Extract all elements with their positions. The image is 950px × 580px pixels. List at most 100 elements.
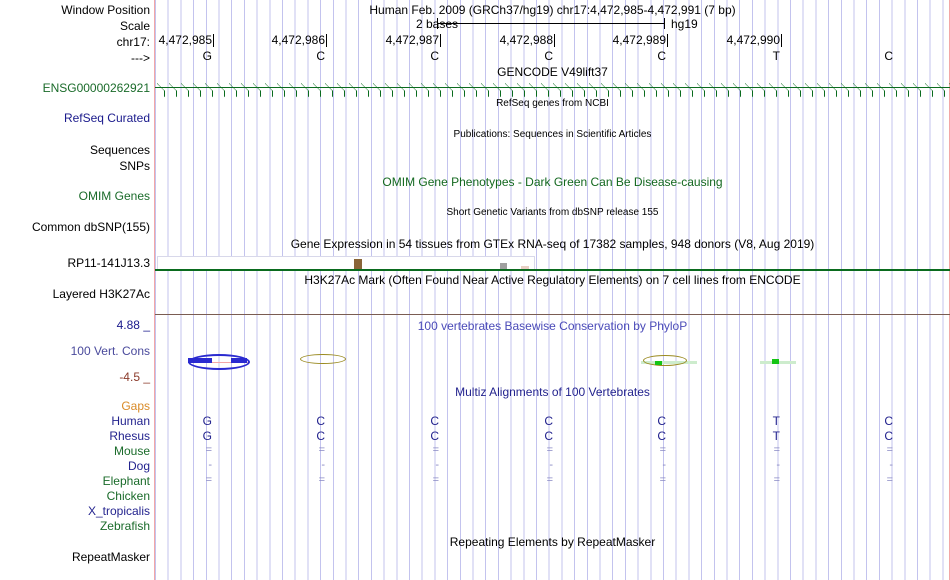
- multiz-glyph-lens[interactable]: [300, 354, 346, 364]
- sidebar-item-sequences[interactable]: Sequences: [89, 143, 150, 157]
- ruler-tick: [213, 34, 214, 47]
- sidebar-item-gaps[interactable]: Gaps: [121, 399, 150, 413]
- reference-base: C: [316, 49, 325, 63]
- multiz-species-base: G: [202, 429, 212, 443]
- label-scale: Scale: [119, 19, 150, 33]
- scale-bar-db-label: hg19: [671, 17, 698, 31]
- multiz-species-base: C: [657, 429, 666, 443]
- sidebar-item-layered-h3k27ac[interactable]: Layered H3K27Ac: [52, 287, 150, 301]
- multiz-glyph-block: [655, 361, 662, 365]
- multiz-species-base: =: [432, 474, 439, 486]
- multiz-species-base: -: [549, 459, 553, 471]
- multiz-species-base: C: [884, 429, 893, 443]
- multiz-species-base: G: [202, 414, 212, 428]
- reference-base: T: [772, 49, 780, 63]
- multiz-species-base: =: [318, 444, 325, 456]
- multiz-species-base: =: [205, 474, 212, 486]
- sidebar-item-species-human[interactable]: Human: [111, 414, 150, 428]
- panel-left-border: [154, 0, 155, 580]
- ruler-coordinate-label: 4,472,989: [612, 33, 666, 47]
- multiz-glyph-lens[interactable]: [643, 355, 687, 366]
- ruler-coordinate-label: 4,472,987: [385, 33, 439, 47]
- h3k27ac-baseline-separator: [155, 314, 950, 315]
- track-title-gtex[interactable]: Gene Expression in 54 tissues from GTEx …: [290, 237, 815, 251]
- scale-row: 2 bases hg19: [155, 18, 950, 32]
- multiz-species-base: -: [776, 459, 780, 471]
- multiz-species-base: C: [544, 429, 553, 443]
- multiz-species-base: -: [435, 459, 439, 471]
- ruler-tick: [326, 34, 327, 47]
- multiz-glyph-block: [772, 359, 779, 364]
- sidebar-item-snps[interactable]: SNPs: [119, 159, 150, 173]
- track-title-publications[interactable]: Publications: Sequences in Scientific Ar…: [453, 129, 652, 140]
- multiz-species-base: =: [773, 444, 780, 456]
- multiz-species-base: C: [884, 414, 893, 428]
- ruler-tick: [554, 34, 555, 47]
- gtex-expression-barchart[interactable]: [157, 256, 535, 270]
- track-title-gencode[interactable]: GENCODE V49lift37: [497, 65, 608, 79]
- gtex-bar: [354, 259, 362, 269]
- conservation-max-label: 4.88 _: [116, 318, 150, 332]
- track-title-multiz[interactable]: Multiz Alignments of 100 Vertebrates: [455, 385, 650, 399]
- gencode-transcript-line: [155, 87, 950, 88]
- multiz-species-base: C: [430, 414, 439, 428]
- coordinate-ruler[interactable]: 4,472,985 4,472,986 4,472,987 4,472,988 4,47…: [155, 34, 950, 50]
- sidebar-item-repeatmasker[interactable]: RepeatMasker: [71, 550, 150, 564]
- reference-base: C: [884, 49, 893, 63]
- scale-bar-label: 2 bases: [415, 17, 458, 31]
- sidebar-item-100-vert-cons[interactable]: 100 Vert. Cons: [70, 344, 150, 358]
- ruler-tick: [440, 34, 441, 47]
- multiz-species-base: =: [886, 444, 893, 456]
- sidebar-item-species-x_tropicalis[interactable]: X_tropicalis: [87, 504, 150, 518]
- ruler-tick: [667, 34, 668, 47]
- gencode-transcript-arrow-row[interactable]: [155, 82, 950, 98]
- multiz-glyph-block: [231, 358, 247, 363]
- assembly-position-title: Human Feb. 2009 (GRCh37/hg19) chr17:4,47…: [369, 3, 736, 17]
- track-title-dbsnp[interactable]: Short Genetic Variants from dbSNP releas…: [446, 207, 659, 218]
- multiz-species-base: -: [321, 459, 325, 471]
- sidebar-item-gencode[interactable]: ENSG00000262921: [42, 81, 150, 95]
- multiz-species-base: =: [659, 444, 666, 456]
- multiz-alignment-glyph-row[interactable]: [155, 348, 950, 376]
- ruler-coordinate-label: 4,472,990: [726, 33, 780, 47]
- sidebar-item-refseq-curated[interactable]: RefSeq Curated: [63, 111, 150, 125]
- sidebar-item-species-zebrafish[interactable]: Zebrafish: [99, 519, 150, 533]
- reference-base: G: [202, 49, 212, 63]
- vertical-gridlines: [155, 0, 950, 580]
- track-title-phylop[interactable]: 100 vertebrates Basewise Conservation by…: [417, 319, 688, 333]
- sidebar-item-species-dog[interactable]: Dog: [127, 459, 150, 473]
- gtex-gene-line[interactable]: [155, 269, 950, 271]
- sidebar-item-species-elephant[interactable]: Elephant: [102, 474, 150, 488]
- sidebar-item-species-chicken[interactable]: Chicken: [106, 489, 150, 503]
- track-title-repeatmasker[interactable]: Repeating Elements by RepeatMasker: [449, 535, 656, 549]
- multiz-species-base: C: [316, 414, 325, 428]
- multiz-species-base: C: [316, 429, 325, 443]
- reference-base: C: [430, 49, 439, 63]
- gtex-bar: [500, 263, 507, 269]
- sidebar-item-common-dbsnp[interactable]: Common dbSNP(155): [31, 220, 150, 234]
- multiz-species-rows[interactable]: G C C C C T C G C C C C T C = = = = = = = - - - - - - - = = = = = = =: [155, 414, 950, 494]
- track-title-omim[interactable]: OMIM Gene Phenotypes - Dark Green Can Be…: [382, 175, 723, 189]
- conservation-min-label: -4.5 _: [119, 370, 150, 384]
- ruler-tick: [781, 34, 782, 47]
- multiz-species-base: T: [772, 414, 780, 428]
- sidebar-item-omim-genes[interactable]: OMIM Genes: [78, 189, 150, 203]
- multiz-glyph-block: [188, 358, 212, 363]
- multiz-species-base: -: [889, 459, 893, 471]
- multiz-species-base: C: [430, 429, 439, 443]
- track-title-h3k27ac[interactable]: H3K27Ac Mark (Often Found Near Active Re…: [304, 273, 801, 287]
- scale-bar-right-cap: [664, 18, 665, 29]
- multiz-species-base: =: [432, 444, 439, 456]
- sidebar-item-gtex-gene[interactable]: RP11-141J13.3: [67, 256, 151, 270]
- multiz-species-base: =: [546, 444, 553, 456]
- ruler-coordinate-label: 4,472,988: [499, 33, 553, 47]
- label-window-position: Window Position: [61, 3, 150, 17]
- track-title-refseq[interactable]: RefSeq genes from NCBI: [496, 98, 609, 109]
- ruler-coordinate-label: 4,472,986: [271, 33, 325, 47]
- sidebar-item-species-mouse[interactable]: Mouse: [113, 444, 150, 458]
- sidebar-item-species-rhesus[interactable]: Rhesus: [109, 429, 150, 443]
- reference-base: C: [657, 49, 666, 63]
- track-data-panel[interactable]: [155, 0, 950, 580]
- gtex-bar: [521, 266, 529, 269]
